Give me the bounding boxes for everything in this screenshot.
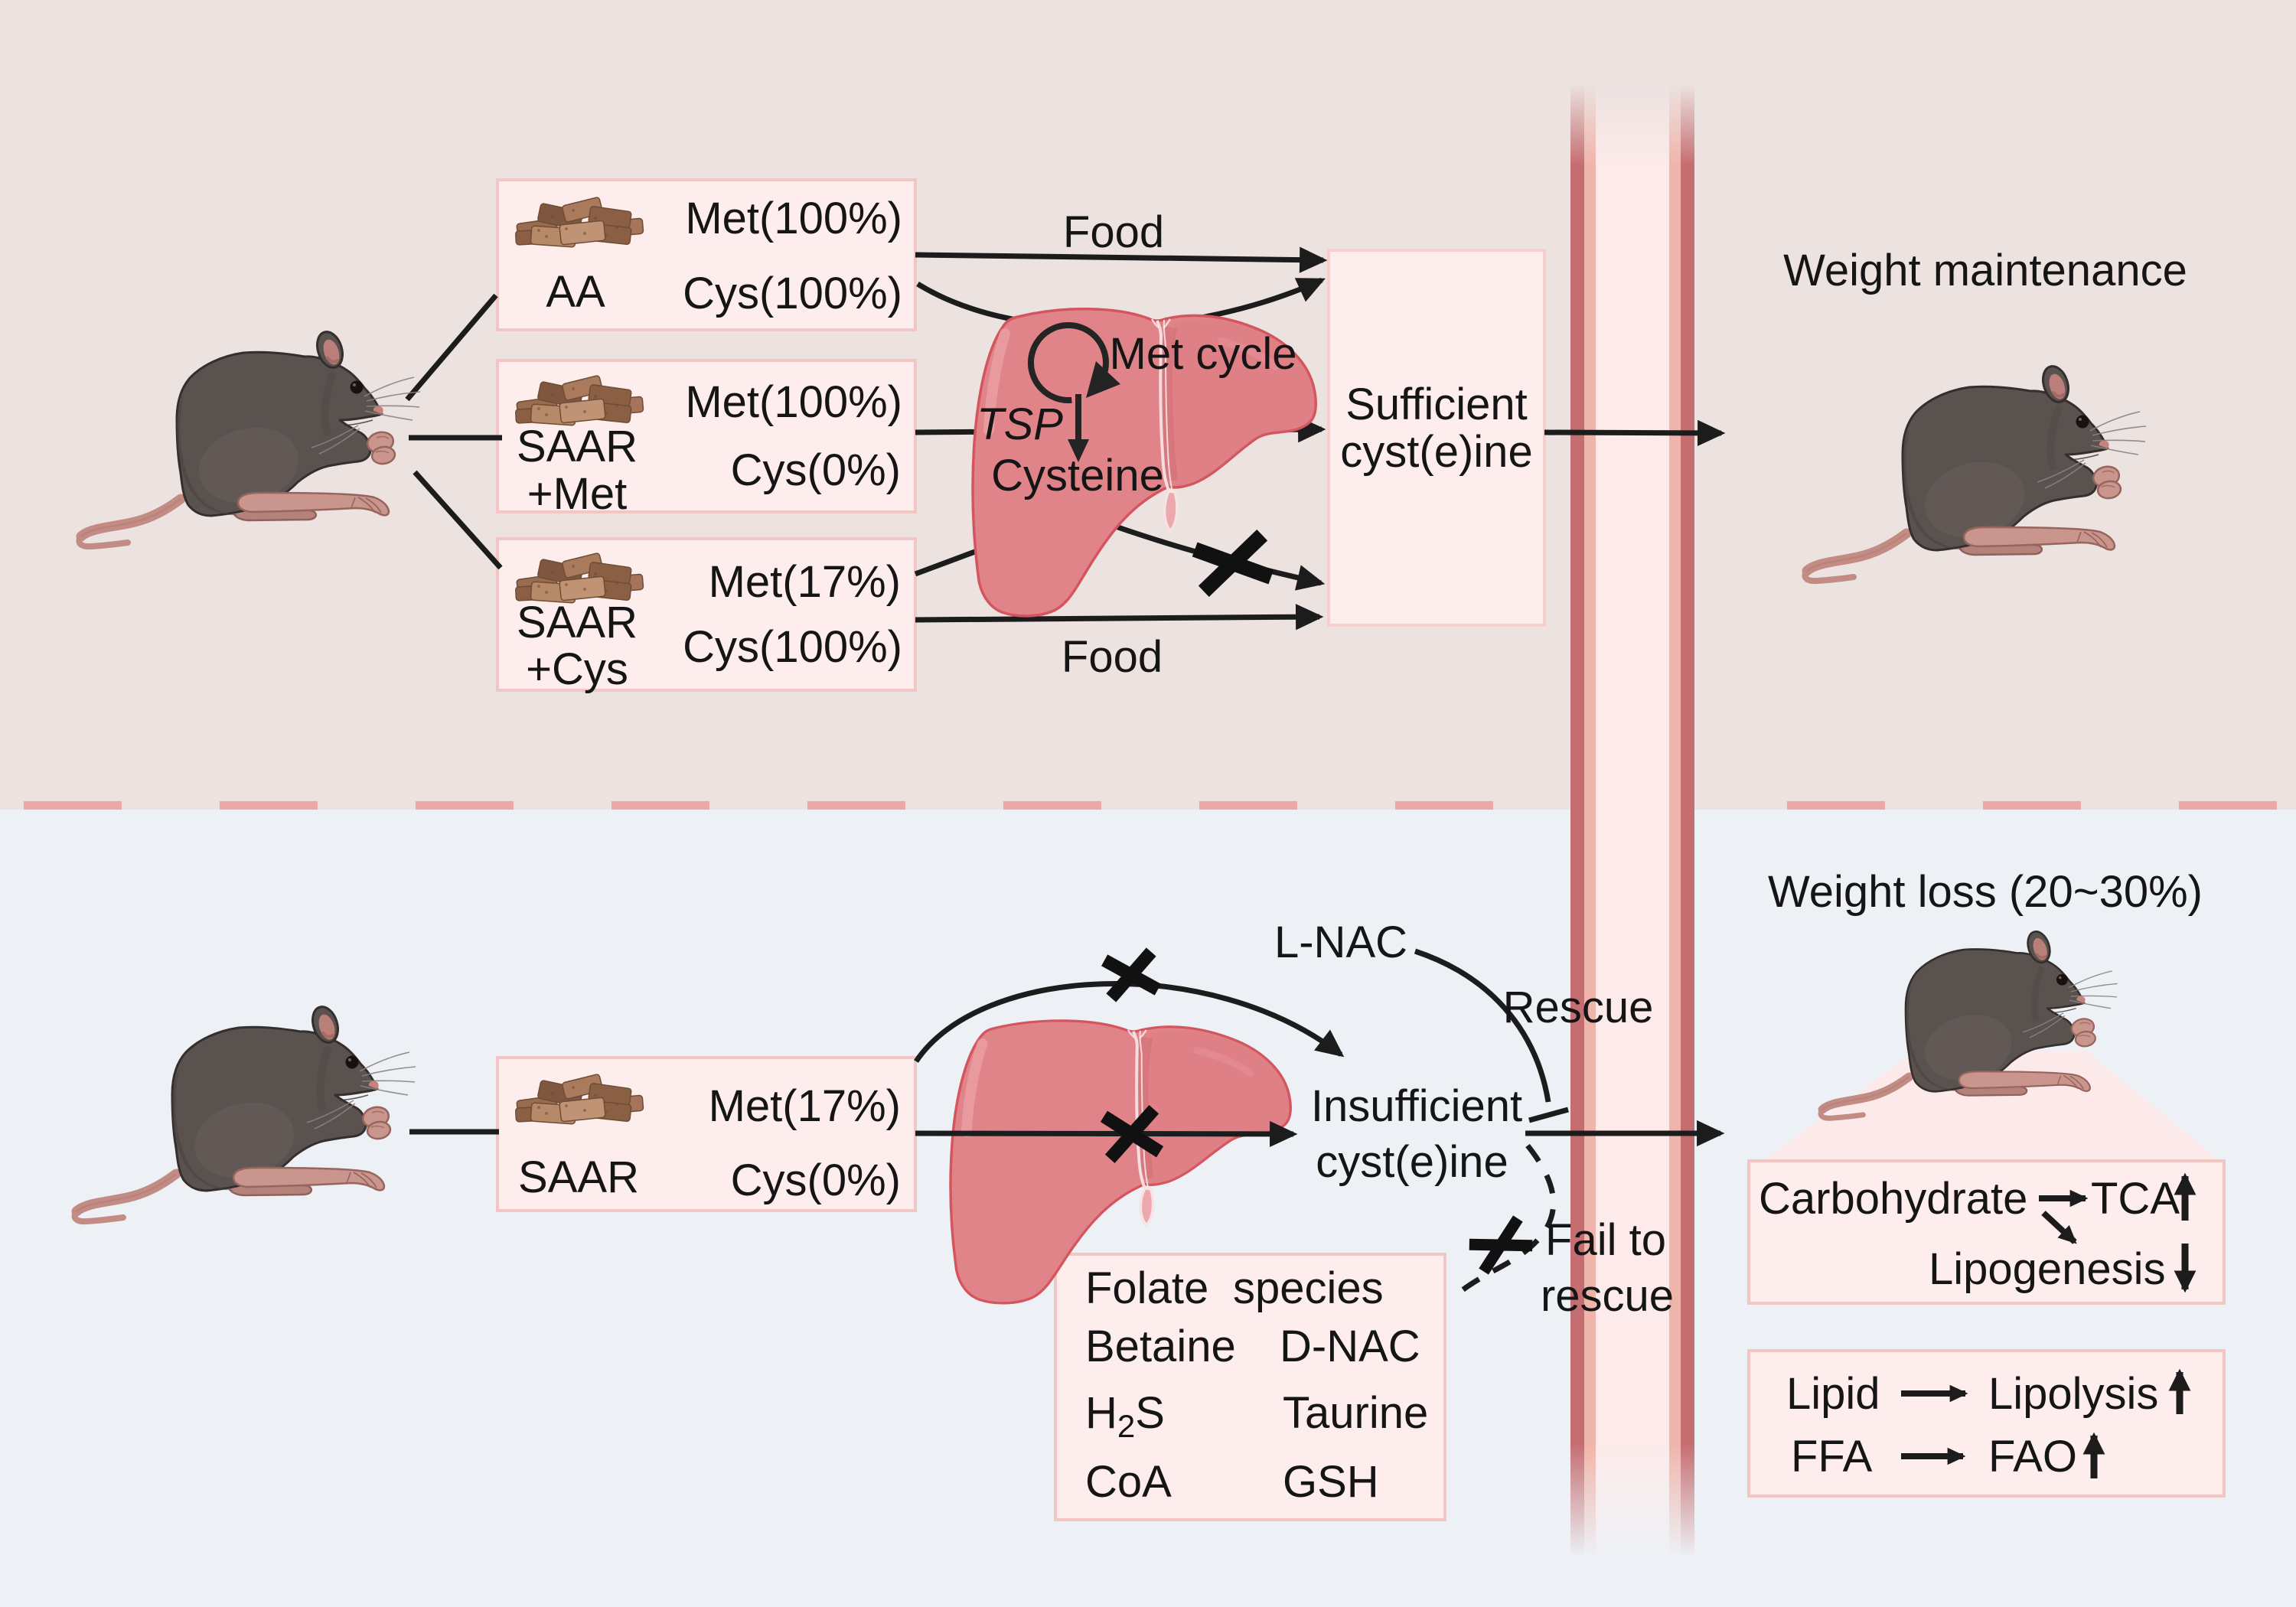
svg-text:Lipolysis: Lipolysis xyxy=(1988,1369,2158,1419)
svg-text:cyst(e)ine: cyst(e)ine xyxy=(1340,427,1532,477)
svg-text:Cysteine: Cysteine xyxy=(991,451,1164,500)
svg-text:TSP: TSP xyxy=(977,399,1063,449)
svg-text:Fail to: Fail to xyxy=(1545,1215,1666,1265)
svg-text:Met(100%): Met(100%) xyxy=(685,194,902,243)
svg-text:Weight loss (20~30%): Weight loss (20~30%) xyxy=(1768,867,2203,917)
svg-text:Food: Food xyxy=(1062,632,1163,682)
svg-text:cyst(e)ine: cyst(e)ine xyxy=(1316,1137,1508,1187)
svg-text:L-NAC: L-NAC xyxy=(1274,918,1407,967)
svg-text:Food: Food xyxy=(1063,207,1164,257)
svg-text:H2S: H2S xyxy=(1085,1388,1165,1444)
svg-text:SAAR: SAAR xyxy=(517,422,638,471)
svg-text:Met(17%): Met(17%) xyxy=(709,1081,901,1131)
svg-text:Cys(0%): Cys(0%) xyxy=(731,445,901,495)
svg-text:Insufficient: Insufficient xyxy=(1311,1081,1522,1131)
svg-text:Sufficient: Sufficient xyxy=(1345,380,1528,429)
svg-text:Taurine: Taurine xyxy=(1283,1388,1428,1438)
svg-text:Met(17%): Met(17%) xyxy=(709,557,901,607)
svg-text:AA: AA xyxy=(546,267,605,317)
svg-text:FFA: FFA xyxy=(1791,1432,1873,1482)
svg-text:Cys(100%): Cys(100%) xyxy=(683,269,902,318)
svg-text:GSH: GSH xyxy=(1283,1457,1379,1507)
svg-text:Lipogenesis: Lipogenesis xyxy=(1929,1244,2166,1294)
svg-text:Met(100%): Met(100%) xyxy=(685,377,902,427)
svg-text:Cys(100%): Cys(100%) xyxy=(683,622,902,672)
svg-text:+Met: +Met xyxy=(527,469,628,519)
svg-text:CoA: CoA xyxy=(1085,1457,1172,1507)
svg-text:species: species xyxy=(1233,1263,1384,1313)
svg-text:rescue: rescue xyxy=(1541,1271,1674,1321)
svg-text:D-NAC: D-NAC xyxy=(1280,1322,1420,1371)
svg-text:FAO: FAO xyxy=(1988,1432,2077,1482)
svg-text:Rescue: Rescue xyxy=(1503,983,1654,1032)
svg-text:Folate: Folate xyxy=(1085,1263,1208,1313)
svg-text:SAAR: SAAR xyxy=(518,1152,639,1202)
svg-text:Betaine: Betaine xyxy=(1085,1322,1236,1371)
svg-text:Weight maintenance: Weight maintenance xyxy=(1783,246,2187,295)
svg-text:SAAR: SAAR xyxy=(517,598,638,647)
svg-text:+Cys: +Cys xyxy=(526,644,628,694)
svg-text:TCA: TCA xyxy=(2091,1174,2180,1224)
svg-text:Cys(0%): Cys(0%) xyxy=(731,1156,901,1205)
svg-text:Carbohydrate: Carbohydrate xyxy=(1759,1174,2027,1224)
svg-text:Met cycle: Met cycle xyxy=(1110,329,1297,379)
svg-text:Lipid: Lipid xyxy=(1786,1369,1880,1419)
